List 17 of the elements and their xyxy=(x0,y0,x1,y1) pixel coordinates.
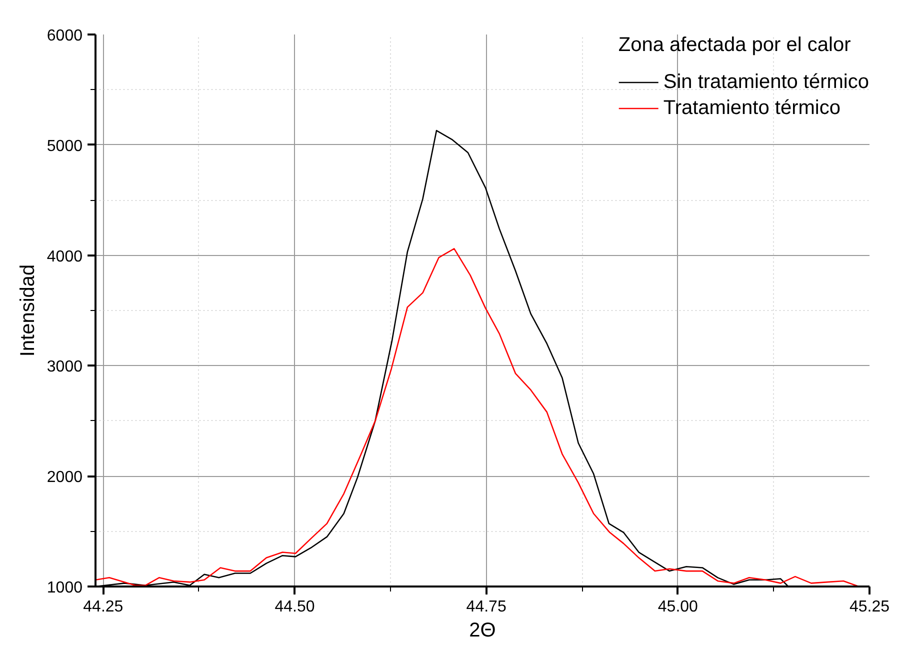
x-axis-title: 2Θ xyxy=(469,620,496,642)
x-tick-label: 44.75 xyxy=(466,598,506,616)
y-tick-label: 6000 xyxy=(46,28,83,44)
y-axis-title: Intensidad xyxy=(16,264,39,357)
legend-title: Zona afectada por el calor xyxy=(618,34,852,57)
x-tick-label: 45.25 xyxy=(849,598,890,616)
y-tick-label: 1000 xyxy=(46,580,83,596)
legend-label: Tratamiento térmico xyxy=(663,96,840,120)
y-tick-label: 2000 xyxy=(46,469,83,486)
x-tick-label: 44.25 xyxy=(83,598,124,616)
y-tick-label: 5000 xyxy=(46,138,83,155)
line-series xyxy=(96,248,860,586)
y-tick-label: 4000 xyxy=(46,248,83,266)
x-tick-label: 44.50 xyxy=(274,598,315,616)
legend-label: Sin tratamiento térmico xyxy=(663,70,869,94)
y-tick-label: 3000 xyxy=(46,358,83,376)
x-tick-label: 45.00 xyxy=(658,598,698,616)
